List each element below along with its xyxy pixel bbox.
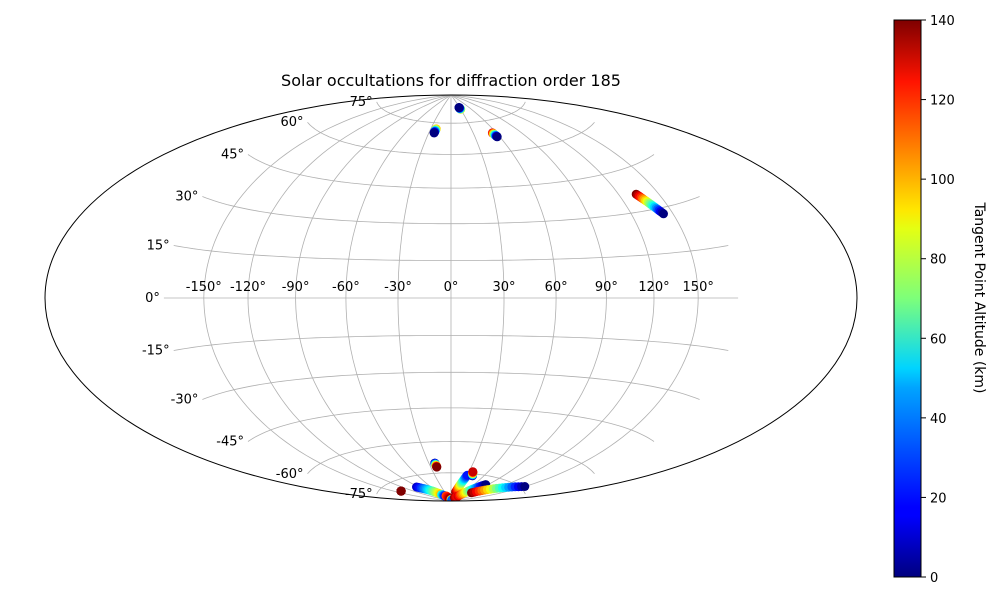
latitude-tick-labels: -75° -60° -45° -30° -15° 0° 15° 30° 45° 60° 75°: [142, 95, 373, 502]
parallel-gridline: [202, 196, 700, 225]
longitude-tick-label: 0°: [444, 280, 459, 295]
chart-title: Solar occultations for diffraction order…: [281, 71, 621, 90]
parallel-gridline: [376, 472, 526, 495]
latitude-tick-label: -15°: [142, 344, 170, 359]
occultation-point: [454, 103, 464, 112]
longitude-tick-label: -30°: [384, 280, 412, 295]
occultation-point: [429, 128, 439, 138]
occultation-point: [520, 482, 530, 491]
latitude-tick-label: 60°: [280, 115, 303, 130]
colorbar: 0 20 40 60 80 100 120 140 Tangent Point Altitud…: [893, 14, 987, 586]
occultation-point: [492, 132, 502, 142]
occultation-tracks: [396, 103, 668, 501]
colorbar-tick-label: 120: [930, 94, 955, 109]
colorbar-label: Tangent Point Altitude (km): [971, 201, 987, 393]
longitude-tick-label: -60°: [332, 280, 360, 295]
longitude-tick-label: 150°: [683, 280, 714, 295]
longitude-tick-label: 30°: [492, 280, 515, 295]
latitude-tick-label: 45°: [221, 148, 244, 163]
colorbar-tick-label: 40: [930, 412, 947, 427]
longitude-tick-label: 90°: [595, 280, 618, 295]
latitude-tick-label: -30°: [171, 393, 199, 408]
parallel-gridline: [307, 441, 595, 475]
longitude-tick-label: -90°: [282, 280, 310, 295]
latitude-tick-label: 0°: [145, 291, 160, 306]
parallel-gridline: [173, 245, 729, 261]
occultation-point: [468, 467, 478, 477]
latitude-tick-label: 75°: [350, 95, 373, 110]
occultation-point: [432, 462, 442, 472]
longitude-tick-label: 60°: [545, 280, 568, 295]
colorbar-tick-label: 140: [930, 14, 955, 29]
colorbar-tick-label: 0: [930, 571, 938, 586]
parallel-gridline: [173, 335, 729, 351]
occultation-point: [659, 209, 668, 219]
latitude-tick-label: -75°: [345, 487, 373, 502]
colorbar-tick-label: 80: [930, 253, 947, 268]
map-grid: [163, 95, 739, 501]
parallel-gridline: [247, 154, 655, 189]
colorbar-tick-label: 100: [930, 173, 955, 188]
longitude-tick-label: -150°: [186, 280, 222, 295]
latitude-tick-label: -60°: [276, 467, 304, 482]
latitude-tick-label: -45°: [216, 435, 244, 450]
map-boundary: [44, 94, 858, 502]
parallel-gridline: [247, 407, 655, 442]
parallel-gridline: [202, 371, 700, 400]
colorbar-ticks: 0 20 40 60 80 100 120 140: [921, 14, 955, 586]
longitude-tick-label: 120°: [638, 280, 669, 295]
parallel-gridline: [376, 101, 526, 124]
colorbar-tick-label: 60: [930, 332, 947, 347]
parallel-gridline: [307, 121, 595, 155]
longitude-tick-labels: -150° -120° -90° -60° -30° 0° 30° 60° 90° 120° 150…: [186, 280, 714, 295]
latitude-tick-label: 30°: [175, 190, 198, 205]
longitude-tick-label: -120°: [230, 280, 266, 295]
colorbar-gradient: [893, 19, 922, 578]
colorbar-tick-label: 20: [930, 491, 947, 506]
latitude-tick-label: 15°: [147, 239, 170, 254]
occultation-point: [396, 486, 406, 496]
